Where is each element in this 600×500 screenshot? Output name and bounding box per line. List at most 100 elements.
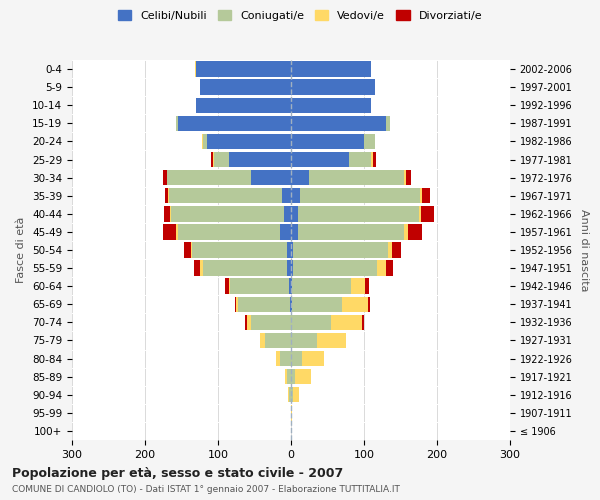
Bar <box>295 369 311 384</box>
Bar <box>331 314 362 330</box>
Bar <box>289 387 291 402</box>
Bar <box>377 260 386 276</box>
Bar <box>309 170 404 186</box>
Bar <box>163 224 176 240</box>
Bar <box>291 62 371 76</box>
Bar <box>422 188 430 204</box>
Bar <box>291 116 386 131</box>
Bar <box>165 188 169 204</box>
Bar <box>169 188 282 204</box>
Bar <box>251 170 291 186</box>
Bar <box>298 224 404 240</box>
Bar <box>300 188 420 204</box>
Bar <box>287 369 291 384</box>
Legend: Celibi/Nubili, Coniugati/e, Vedovi/e, Divorziati/e: Celibi/Nubili, Coniugati/e, Vedovi/e, Di… <box>113 6 487 25</box>
Bar <box>194 62 196 76</box>
Bar <box>291 296 292 312</box>
Bar <box>291 152 349 167</box>
Bar <box>291 206 298 222</box>
Bar <box>291 351 302 366</box>
Text: COMUNE DI CANDIOLO (TO) - Dati ISTAT 1° gennaio 2007 - Elaborazione TUTTITALIA.I: COMUNE DI CANDIOLO (TO) - Dati ISTAT 1° … <box>12 485 400 494</box>
Bar <box>349 152 371 167</box>
Bar <box>245 314 247 330</box>
Bar <box>226 278 229 294</box>
Bar <box>191 242 193 258</box>
Bar <box>365 278 369 294</box>
Bar <box>419 206 421 222</box>
Bar <box>291 98 371 113</box>
Bar <box>285 369 287 384</box>
Bar <box>247 314 251 330</box>
Bar <box>214 152 229 167</box>
Bar <box>235 296 236 312</box>
Bar <box>277 351 280 366</box>
Bar <box>291 369 295 384</box>
Bar <box>317 333 346 348</box>
Bar <box>202 134 203 149</box>
Bar <box>280 224 291 240</box>
Bar <box>408 224 422 240</box>
Bar <box>238 296 290 312</box>
Bar <box>196 62 291 76</box>
Bar <box>386 260 393 276</box>
Bar <box>371 152 373 167</box>
Bar <box>288 387 289 402</box>
Bar <box>196 98 291 113</box>
Bar <box>373 152 376 167</box>
Bar <box>404 170 406 186</box>
Bar <box>290 296 291 312</box>
Bar <box>284 206 291 222</box>
Bar <box>193 242 287 258</box>
Bar <box>230 278 289 294</box>
Bar <box>203 260 287 276</box>
Bar <box>292 296 342 312</box>
Bar <box>406 170 412 186</box>
Bar <box>421 206 434 222</box>
Bar <box>362 314 364 330</box>
Bar <box>291 80 375 95</box>
Bar <box>291 242 293 258</box>
Bar <box>291 278 292 294</box>
Bar <box>282 188 291 204</box>
Y-axis label: Fasce di età: Fasce di età <box>16 217 26 283</box>
Bar <box>291 134 364 149</box>
Y-axis label: Anni di nascita: Anni di nascita <box>579 209 589 291</box>
Text: Popolazione per età, sesso e stato civile - 2007: Popolazione per età, sesso e stato civil… <box>12 468 343 480</box>
Bar <box>291 333 317 348</box>
Bar <box>291 405 292 420</box>
Bar <box>229 278 230 294</box>
Bar <box>298 206 419 222</box>
Bar <box>289 278 291 294</box>
Bar <box>164 206 170 222</box>
Bar <box>207 134 291 149</box>
Bar <box>178 116 291 131</box>
Bar <box>260 333 265 348</box>
Bar <box>291 314 331 330</box>
Bar <box>287 260 291 276</box>
Bar <box>170 206 284 222</box>
Bar <box>388 242 392 258</box>
Bar <box>364 134 375 149</box>
Bar <box>368 296 370 312</box>
Bar <box>287 242 291 258</box>
Bar <box>200 80 291 95</box>
Bar <box>167 170 251 186</box>
Bar <box>229 152 291 167</box>
Bar <box>200 260 203 276</box>
Bar <box>293 242 388 258</box>
Bar <box>213 152 214 167</box>
Bar <box>194 260 200 276</box>
Bar <box>351 278 365 294</box>
Bar <box>293 387 299 402</box>
Bar <box>420 188 422 204</box>
Bar <box>291 170 309 186</box>
Bar <box>293 260 377 276</box>
Bar <box>404 224 408 240</box>
Bar <box>251 314 291 330</box>
Bar <box>292 278 351 294</box>
Bar <box>342 296 368 312</box>
Bar <box>291 260 293 276</box>
Bar <box>280 351 291 366</box>
Bar <box>211 152 213 167</box>
Bar <box>386 116 389 131</box>
